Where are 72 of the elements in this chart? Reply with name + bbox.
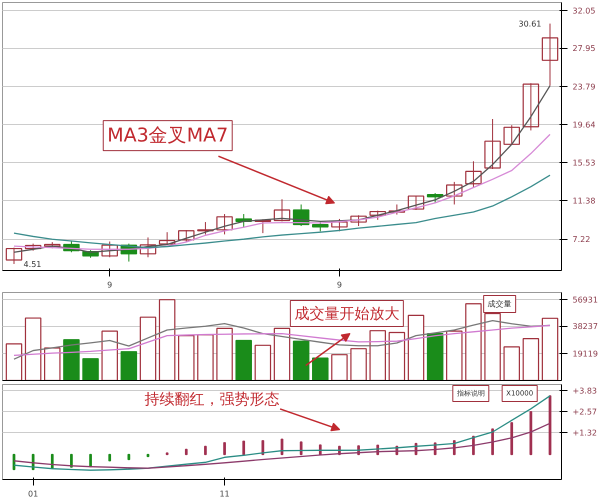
bar — [63, 339, 80, 380]
x-tick-label: 01 — [28, 490, 38, 498]
candlestick — [140, 236, 156, 258]
candlestick — [426, 192, 444, 204]
candlestick — [484, 118, 501, 170]
bar — [408, 314, 424, 380]
bar — [503, 346, 520, 380]
bar — [331, 354, 348, 380]
line-series — [13, 422, 551, 469]
bar — [101, 330, 118, 380]
bar — [197, 334, 214, 380]
bar — [140, 316, 156, 380]
candlestick — [446, 181, 463, 205]
candlestick — [369, 210, 386, 220]
y-tick-label: 15.53 — [572, 158, 596, 168]
y-tick-label: 32.05 — [572, 6, 596, 16]
bar — [312, 357, 329, 380]
y-tick-label: 19.64 — [572, 120, 596, 130]
bar — [292, 340, 310, 380]
bar — [426, 333, 444, 380]
bar — [82, 358, 99, 380]
annotation: 成交量开始放大 — [294, 304, 400, 322]
bar — [24, 317, 42, 380]
x-tick-label: 9 — [107, 280, 112, 290]
candlestick — [178, 230, 195, 242]
y-tick-label: 56931 — [572, 296, 598, 305]
bar — [369, 330, 386, 380]
candlestick — [158, 232, 176, 246]
candlestick — [503, 124, 520, 146]
candlestick — [197, 222, 214, 235]
bar — [542, 318, 558, 380]
candlestick — [254, 218, 272, 234]
bar — [235, 340, 252, 380]
bar — [120, 351, 138, 380]
annotation: 4.51 — [24, 260, 42, 269]
x-tick-label: 11 — [219, 490, 230, 498]
candlestick — [350, 214, 367, 227]
bar — [44, 347, 61, 380]
y-tick-label: 38237 — [572, 322, 598, 332]
y-tick-label: +3.83 — [572, 386, 598, 396]
candlestick — [6, 247, 22, 264]
bar — [522, 338, 540, 380]
annotation: 持续翻红，强势形态 — [144, 390, 280, 408]
bar — [388, 332, 406, 380]
y-tick-label: 27.95 — [572, 44, 596, 54]
candlestick — [408, 195, 424, 210]
y-tick-label: +1.32 — [572, 428, 598, 438]
bar — [178, 335, 195, 380]
annotation: MA3金叉MA7 — [107, 124, 228, 147]
candlestick — [331, 218, 348, 232]
y-tick-label: 11.38 — [572, 196, 596, 206]
candlestick — [274, 198, 290, 222]
candlestick — [216, 214, 233, 235]
bar — [446, 330, 463, 380]
candlestick — [312, 222, 329, 232]
y-tick-label: 23.79 — [572, 82, 596, 92]
bar — [216, 328, 233, 380]
annotation: 30.61 — [518, 20, 542, 29]
candlestick — [542, 23, 558, 86]
y-tick-label: 19119 — [572, 349, 598, 358]
candlestick — [465, 160, 482, 188]
bar — [254, 344, 272, 380]
y-tick-label: 7.22 — [572, 235, 590, 244]
bar — [6, 343, 22, 380]
annotation: 成交量 — [488, 300, 512, 308]
y-tick-label: +2.57 — [572, 408, 598, 417]
x-tick-label: 9 — [336, 280, 342, 290]
candlestick — [101, 240, 118, 258]
candlestick — [388, 204, 406, 216]
candlestick — [522, 82, 540, 131]
bar — [158, 299, 176, 380]
bar — [350, 348, 367, 380]
